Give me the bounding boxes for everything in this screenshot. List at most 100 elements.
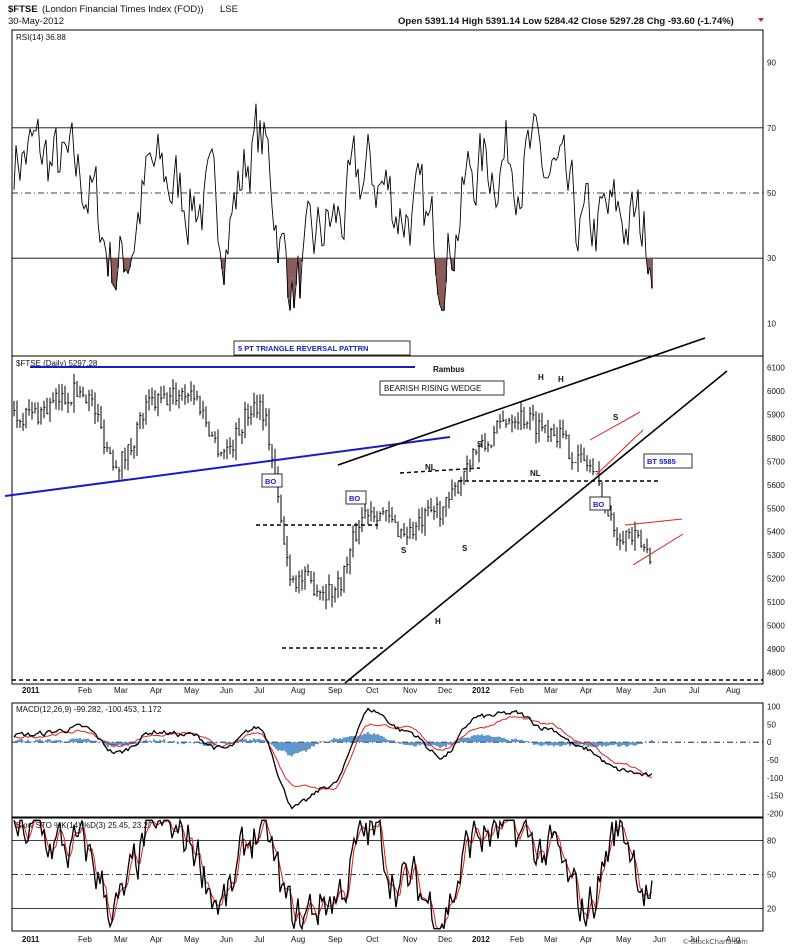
macd-histogram-bar: [433, 742, 435, 745]
month-label: 2011: [22, 935, 40, 944]
red-channel-upper: [589, 411, 641, 441]
month-label: Oct: [366, 935, 379, 944]
rsi-oversold-fill: [221, 258, 223, 269]
macd-histogram-bar: [509, 740, 511, 743]
macd-histogram-bar: [451, 742, 453, 746]
macd-histogram-bar: [83, 739, 85, 743]
macd-histogram-bar: [483, 735, 485, 743]
macd-histogram-bar: [613, 742, 615, 745]
macd-histogram-bar: [603, 742, 605, 746]
macd-histogram-bar: [567, 742, 569, 745]
macd-histogram-bar: [629, 742, 631, 745]
macd-histogram-bar: [141, 741, 143, 743]
macd-histogram-bar: [295, 742, 297, 754]
wedge-label-box: [379, 380, 505, 396]
macd-histogram-bar: [231, 742, 233, 744]
macd-histogram-bar: [477, 734, 479, 743]
macd-histogram-bar: [333, 738, 335, 743]
price-tick-4800: 4800: [767, 668, 785, 677]
macd-histogram-bar: [493, 736, 495, 743]
macd-histogram-bar: [585, 742, 587, 746]
macd-histogram-bar: [239, 740, 241, 743]
rsi-oversold-fill: [111, 258, 113, 284]
month-label: Apr: [580, 686, 593, 695]
macd-histogram-bar: [77, 738, 79, 743]
macd-histogram-bar: [307, 742, 309, 750]
macd-histogram-bar: [289, 742, 291, 756]
macd-histogram-bar: [401, 742, 403, 744]
macd-histogram-bar: [541, 742, 543, 746]
red-flag-lower: [632, 533, 684, 566]
macd-histogram-bar: [329, 740, 331, 743]
macd-histogram-bar: [281, 742, 283, 751]
macd-histogram-bar: [487, 735, 489, 743]
macd-histogram-bar: [481, 734, 483, 743]
macd-histogram-bar: [495, 737, 497, 743]
macd-histogram-bar: [415, 742, 417, 747]
macd-panel-frame: [11, 702, 764, 818]
macd-histogram-bar: [287, 742, 289, 756]
macd-histogram-bar: [95, 740, 97, 743]
rsi-oversold-fill: [107, 258, 109, 277]
macd-histogram-bar: [291, 742, 293, 757]
macd-histogram-bar: [445, 742, 447, 747]
bo-box-3: [589, 496, 611, 511]
bo-label-1: BO: [265, 477, 276, 486]
macd-histogram-bar: [639, 742, 641, 744]
macd-histogram-bar: [223, 742, 225, 744]
macd-histogram-bar: [547, 742, 549, 746]
macd-histogram-bar: [57, 740, 59, 743]
price-tick-5300: 5300: [767, 551, 785, 560]
nl-label-2: NL: [530, 469, 541, 478]
macd-histogram-bar: [543, 742, 545, 745]
macd-histogram-bar: [31, 741, 33, 743]
author-label: Rambus: [433, 365, 465, 374]
macd-histogram-bar: [199, 742, 201, 745]
month-label: Sep: [328, 686, 343, 695]
month-label: Mar: [114, 686, 128, 695]
macd-histogram-bar: [297, 742, 299, 754]
macd-histogram-bar: [163, 739, 165, 743]
month-label: Jun: [220, 686, 233, 695]
month-label: May: [184, 935, 199, 944]
macd-histogram-bar: [447, 742, 449, 745]
month-label: Sep: [328, 935, 343, 944]
macd-histogram-bar: [381, 735, 383, 743]
macd-tick--200: -200: [767, 809, 784, 818]
macd-histogram-bar: [213, 742, 215, 746]
sto-tick-80: 80: [767, 837, 776, 846]
macd-histogram-bar: [385, 738, 387, 743]
macd-histogram-bar: [341, 738, 343, 743]
macd-histogram-bar: [79, 738, 81, 743]
rsi-oversold-fill: [437, 258, 439, 296]
macd-histogram-bar: [167, 742, 169, 744]
macd-histogram-bar: [365, 733, 367, 743]
macd-histogram-bar: [269, 742, 271, 744]
rsi-oversold-fill: [125, 258, 127, 270]
price-tick-5800: 5800: [767, 434, 785, 443]
macd-histogram-bar: [89, 740, 91, 743]
rsi-line: [13, 103, 653, 311]
macd-line: [13, 707, 653, 810]
red-flag-upper: [624, 518, 683, 526]
macd-histogram-bar: [645, 741, 647, 743]
macd-histogram-bar: [15, 740, 17, 743]
chart-name: (London Financial Times Index (FOD)): [42, 4, 204, 15]
macd-histogram-bar: [173, 740, 175, 743]
bo-box-1: [261, 473, 283, 488]
macd-histogram-bar: [193, 742, 195, 744]
macd-histogram-bar: [467, 737, 469, 743]
bt-label: BT 5585: [647, 457, 676, 466]
macd-histogram-bar: [361, 735, 363, 743]
macd-tick-0: 0: [767, 738, 772, 747]
macd-histogram-bar: [535, 742, 537, 745]
macd-histogram-bar: [43, 741, 45, 743]
rsi-tick-10: 10: [767, 319, 776, 328]
macd-histogram-bar: [123, 742, 125, 746]
macd-histogram-bar: [393, 740, 395, 743]
macd-histogram-bar: [319, 741, 321, 743]
triangle-label-box: [233, 340, 411, 356]
macd-histogram-bar: [607, 742, 609, 746]
macd-histogram-bar: [263, 740, 265, 743]
macd-histogram-bar: [169, 741, 171, 743]
